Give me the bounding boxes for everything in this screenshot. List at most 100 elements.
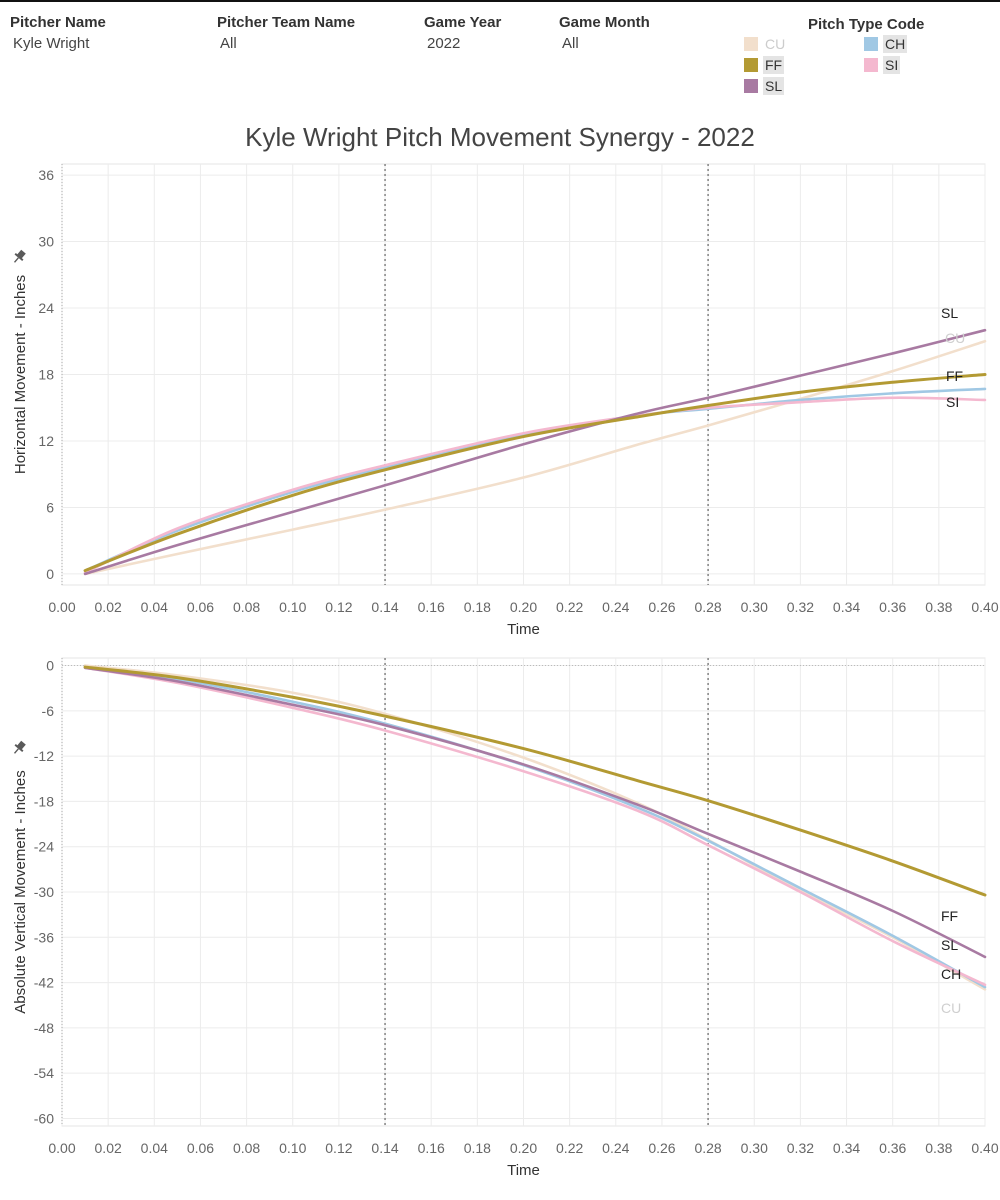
y-tick-label: -30 — [34, 884, 54, 900]
filter-value[interactable]: All — [562, 35, 579, 52]
x-tick-label: 0.10 — [279, 599, 306, 615]
legend-swatch-si — [864, 58, 878, 72]
filter-value[interactable]: 2022 — [427, 35, 461, 52]
x-tick-label: 0.28 — [694, 599, 721, 615]
filter-value[interactable]: Kyle Wright — [13, 35, 90, 52]
series-line-ff[interactable] — [83, 665, 987, 897]
pitch-type-legend: Pitch Type Code CU CH FF SI SL — [744, 14, 1000, 104]
x-tick-label: 0.02 — [95, 599, 122, 615]
x-tick-label: 0.26 — [648, 599, 675, 615]
x-tick-label: 0.22 — [556, 599, 583, 615]
filter-pitcher-team-name[interactable]: Pitcher Team Name All — [217, 14, 355, 52]
x-tick-label: 0.34 — [833, 1140, 860, 1156]
y-tick-label: 30 — [38, 234, 54, 250]
x-tick-label: 0.18 — [464, 599, 491, 615]
x-tick-label: 0.08 — [233, 599, 260, 615]
x-tick-label: 0.16 — [418, 1140, 445, 1156]
series-end-label-sl: SL — [941, 937, 958, 953]
y-tick-label: -60 — [34, 1110, 54, 1126]
series-end-label-sl: SL — [941, 305, 958, 321]
chart-title: Kyle Wright Pitch Movement Synergy - 202… — [245, 122, 755, 152]
y-tick-label: -36 — [34, 929, 54, 945]
series-line-sl[interactable] — [83, 328, 987, 576]
series-line-ff[interactable] — [83, 373, 987, 573]
x-tick-label: 0.20 — [510, 599, 537, 615]
series-end-label-cu: CU — [945, 330, 965, 346]
x-tick-label: 0.20 — [510, 1140, 537, 1156]
x-tick-label: 0.00 — [48, 1140, 75, 1156]
x-tick-label: 0.26 — [648, 1140, 675, 1156]
series-end-label-ff: FF — [941, 908, 958, 924]
filter-pitcher-name[interactable]: Pitcher Name Kyle Wright — [10, 14, 106, 52]
y-axis-title: Horizontal Movement - Inches — [12, 275, 29, 474]
x-tick-label: 0.40 — [971, 1140, 998, 1156]
y-tick-label: -54 — [34, 1065, 54, 1081]
x-tick-label: 0.08 — [233, 1140, 260, 1156]
x-tick-label: 0.12 — [325, 1140, 352, 1156]
y-tick-label: 12 — [38, 433, 54, 449]
x-tick-label: 0.24 — [602, 1140, 629, 1156]
y-tick-label: -12 — [34, 748, 54, 764]
series-line-cu[interactable] — [83, 664, 987, 991]
x-tick-label: 0.38 — [925, 1140, 952, 1156]
legend-label-ch: CH — [883, 35, 908, 53]
filter-title: Game Year — [424, 14, 502, 31]
filter-game-year[interactable]: Game Year 2022 — [424, 14, 501, 52]
y-tick-label: -48 — [34, 1020, 54, 1036]
legend-swatch-ch — [864, 37, 878, 51]
vertical-movement-chart: 0.00 0.02 0.04 0.06 0.08 0.10 0.12 0.14 0.16 0.18… — [11, 657, 999, 1179]
legend-item-ch[interactable]: CH — [864, 35, 908, 53]
x-tick-label: 0.10 — [279, 1140, 306, 1156]
top-border — [0, 0, 1000, 2]
x-tick-label: 0.34 — [833, 599, 860, 615]
horizontal-movement-chart: 0.00 0.02 0.04 0.06 0.08 0.10 0.12 0.14 0.16 0.18… — [11, 163, 999, 638]
filter-value[interactable]: All — [220, 35, 237, 52]
y-tick-label: 0 — [46, 566, 54, 582]
x-tick-label: 0.04 — [141, 599, 168, 615]
x-tick-label: 0.38 — [925, 599, 952, 615]
y-tick-label: -24 — [34, 839, 54, 855]
y-axis-title: Absolute Vertical Movement - Inches — [12, 770, 29, 1013]
y-tick-label: -42 — [34, 975, 54, 991]
filter-title: Game Month — [559, 14, 650, 31]
pin-icon[interactable] — [11, 248, 28, 265]
x-tick-label: 0.36 — [879, 599, 906, 615]
legend-swatch-cu — [744, 37, 758, 51]
legend-item-sl[interactable]: SL — [744, 77, 785, 95]
filter-title: Pitcher Name — [10, 14, 106, 31]
series-end-label-cu: CU — [941, 1000, 961, 1016]
series-line-sl[interactable] — [83, 666, 987, 959]
x-tick-label: 0.16 — [418, 599, 445, 615]
x-tick-label: 0.00 — [48, 599, 75, 615]
y-tick-label: 24 — [38, 300, 54, 316]
x-tick-label: 0.14 — [371, 1140, 398, 1156]
legend-label-si: SI — [883, 56, 901, 74]
legend-item-ff[interactable]: FF — [744, 56, 785, 74]
legend-swatch-ff — [744, 58, 758, 72]
series-line-si[interactable] — [83, 666, 987, 987]
series-end-label-ch: CH — [941, 966, 961, 982]
x-tick-label: 0.32 — [787, 1140, 814, 1156]
x-tick-label: 0.28 — [694, 1140, 721, 1156]
y-tick-label: 0 — [46, 658, 54, 674]
legend-item-si[interactable]: SI — [864, 56, 901, 74]
x-tick-label: 0.12 — [325, 599, 352, 615]
x-tick-label: 0.24 — [602, 599, 629, 615]
filter-game-month[interactable]: Game Month All — [559, 14, 650, 52]
legend-label-cu: CU — [765, 36, 786, 52]
x-tick-label: 0.06 — [187, 1140, 214, 1156]
series-line-si[interactable] — [83, 396, 987, 575]
legend-label-sl: SL — [763, 77, 785, 95]
y-tick-label: -18 — [34, 793, 54, 809]
filter-title: Pitcher Team Name — [217, 14, 356, 31]
pin-icon[interactable] — [11, 739, 28, 756]
x-tick-label: 0.02 — [95, 1140, 122, 1156]
y-tick-label: -6 — [42, 703, 55, 719]
x-tick-label: 0.06 — [187, 599, 214, 615]
series-line-ch[interactable] — [83, 666, 987, 989]
y-tick-label: 36 — [38, 167, 54, 183]
legend-swatch-sl — [744, 79, 758, 93]
legend-item-cu[interactable]: CU — [744, 35, 787, 53]
legend-label-ff: FF — [763, 56, 785, 74]
x-axis-title: Time — [507, 621, 540, 638]
